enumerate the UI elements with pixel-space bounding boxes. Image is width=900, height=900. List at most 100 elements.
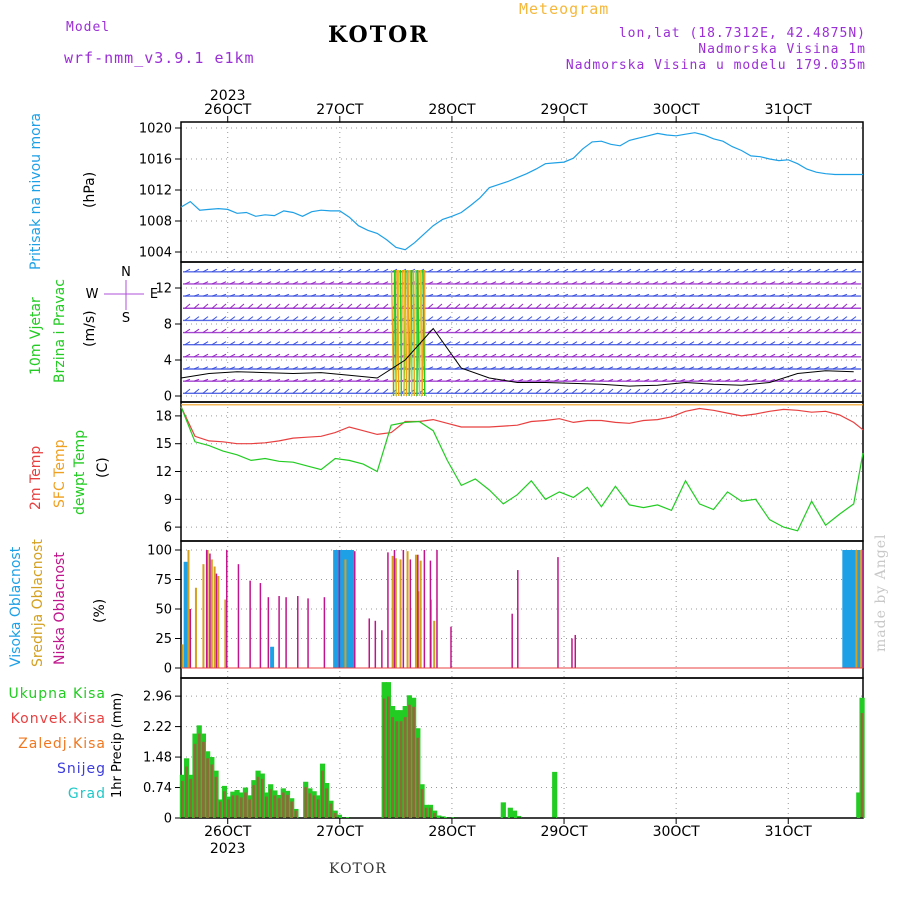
- wind-arrow: [553, 378, 560, 382]
- wind-arrow: [499, 316, 506, 321]
- temperature-ytick-label: 9: [164, 493, 172, 508]
- wind-arrow: [724, 316, 731, 321]
- wind-arrow: [274, 341, 281, 346]
- wind-arrow: [211, 316, 218, 321]
- wind-arrow: [526, 303, 533, 309]
- wind-arrow: [544, 366, 551, 370]
- wind-arrow: [310, 353, 317, 358]
- wind-arrow: [679, 293, 686, 297]
- wind-arrow: [688, 328, 695, 333]
- precip-convective-bar: [329, 803, 333, 818]
- wind-arrow: [679, 378, 686, 382]
- wind-arrow: [607, 303, 614, 309]
- cloud-ytick-label: 75: [155, 573, 172, 588]
- wind-arrow: [328, 281, 335, 285]
- wind-arrow: [724, 328, 731, 333]
- wind-arrow: [697, 328, 704, 333]
- wind-arrow: [436, 293, 443, 297]
- wind-arrow: [589, 366, 596, 370]
- wind-arrow: [616, 378, 623, 382]
- wind-arrow: [580, 328, 587, 333]
- wind-arrow: [238, 293, 245, 297]
- wind-arrow: [346, 293, 353, 297]
- wind-arrow: [616, 303, 623, 309]
- wind-arrow: [778, 328, 785, 333]
- wind-arrow: [670, 378, 677, 382]
- wind-arrow: [184, 353, 191, 358]
- wind-arrow: [211, 341, 218, 346]
- wind-arrow: [571, 316, 578, 321]
- wind-arrow: [472, 328, 479, 333]
- wind-arrow: [634, 328, 641, 333]
- wind-arrow: [373, 378, 380, 382]
- wind-storm-arrow: [396, 269, 400, 397]
- wind-arrow: [355, 366, 362, 370]
- wind-arrow: [823, 293, 830, 297]
- wind-arrow: [247, 303, 254, 309]
- wind-arrow: [202, 293, 209, 297]
- wind-arrow: [193, 388, 200, 394]
- cloud-low-bar: [450, 626, 452, 668]
- precip-convective-bar: [408, 704, 411, 818]
- wind-arrow: [202, 268, 209, 273]
- wind-arrow: [490, 303, 497, 309]
- wind-arrow: [427, 378, 434, 382]
- precip-convective-bar: [218, 801, 222, 818]
- wind-arrow: [787, 316, 794, 321]
- wind-arrow: [562, 341, 569, 346]
- wind-arrow: [526, 341, 533, 346]
- wind-arrow: [229, 378, 236, 382]
- wind-arrow: [256, 378, 263, 382]
- wind-arrow: [643, 378, 650, 382]
- wind-arrow: [796, 328, 803, 333]
- wind-arrow: [688, 281, 695, 285]
- cloud-high-bar: [847, 550, 852, 668]
- wind-arrow: [310, 281, 317, 285]
- precip-convective-bar: [420, 789, 424, 818]
- wind-arrow: [661, 303, 668, 309]
- temperature-ytick-label: 12: [155, 465, 172, 480]
- wind-arrow: [319, 378, 326, 382]
- wind-arrow: [526, 328, 533, 333]
- wind-arrow: [562, 303, 569, 309]
- wind-arrow: [841, 341, 848, 346]
- wind-arrow: [751, 388, 758, 394]
- cloud-low-bar: [267, 597, 270, 668]
- wind-arrow: [364, 268, 371, 273]
- wind-arrow: [787, 293, 794, 297]
- wind-arrow: [769, 281, 776, 285]
- wind-arrow: [670, 268, 677, 273]
- wind-arrow: [472, 388, 479, 394]
- wind-arrow: [679, 303, 686, 309]
- cloud-low-bar: [387, 552, 389, 668]
- wind-arrow: [553, 328, 560, 333]
- wind-arrow: [211, 303, 218, 309]
- wind-arrow: [652, 281, 659, 285]
- wind-arrow: [256, 341, 263, 346]
- wind-arrow: [184, 316, 191, 321]
- wind-arrow: [256, 268, 263, 273]
- wind-arrow: [382, 328, 389, 333]
- precip-convective-bar: [399, 721, 403, 818]
- bottom-year-label: 2023: [210, 841, 246, 857]
- wind-arrow: [607, 341, 614, 346]
- wind-arrow: [841, 281, 848, 285]
- wind-arrow: [490, 388, 497, 394]
- wind-arrow: [823, 281, 830, 285]
- wind-arrow: [274, 353, 281, 358]
- top-date-label: 27OCT: [316, 102, 364, 118]
- wind-arrow: [553, 268, 560, 273]
- wind-arrow: [328, 388, 335, 394]
- dewpt-line: [180, 406, 864, 532]
- precip-convective-bar: [189, 778, 193, 818]
- wind-arrow: [769, 328, 776, 333]
- wind-arrow: [634, 366, 641, 370]
- cloud-low-bar: [402, 550, 405, 668]
- compass-west: W: [86, 287, 99, 302]
- wind-arrow: [220, 366, 227, 370]
- wind-arrow: [265, 281, 272, 285]
- wind-storm-arrow: [412, 269, 415, 397]
- wind-arrow: [238, 268, 245, 273]
- precip-convective-bar: [286, 794, 289, 818]
- wind-arrow: [760, 378, 767, 382]
